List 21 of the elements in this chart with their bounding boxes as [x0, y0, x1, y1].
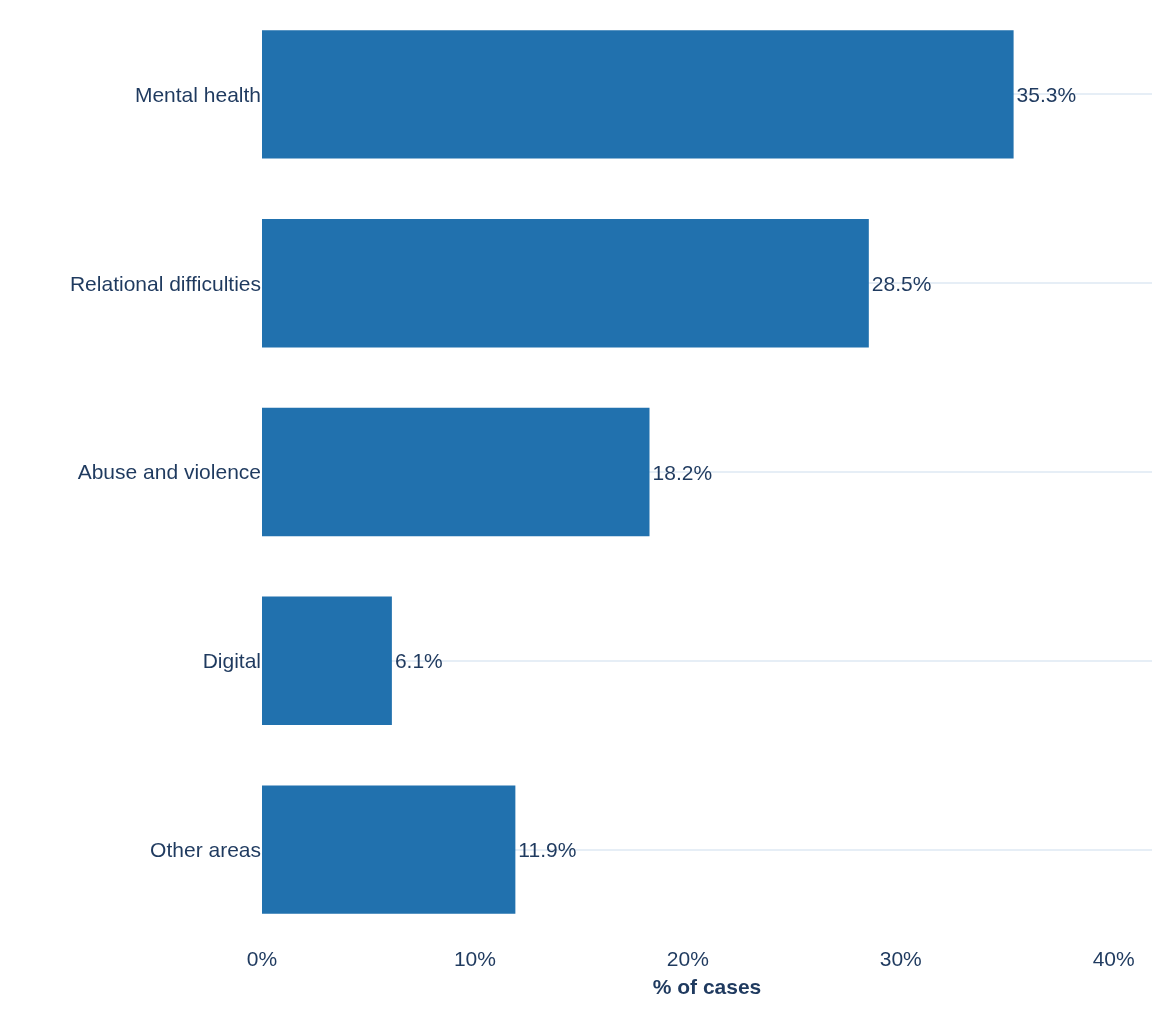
- x-tick-label: 10%: [453, 947, 496, 970]
- x-tick-label: 40%: [1092, 947, 1135, 970]
- data-label: 28.5%: [871, 271, 932, 295]
- data-label: 18.2%: [652, 460, 713, 484]
- y-tick-label: Mental health: [134, 82, 261, 106]
- data-label: 11.9%: [518, 838, 577, 862]
- y-tick-label: Digital: [202, 649, 261, 673]
- y-tick-label: Other areas: [150, 837, 261, 861]
- x-tick-label: 30%: [879, 947, 922, 970]
- bar: [262, 596, 392, 725]
- y-tick-label: Abuse and violence: [77, 460, 261, 484]
- bar: [262, 219, 869, 348]
- data-label: 35.3%: [1016, 82, 1077, 106]
- x-tick-label: 0%: [246, 947, 278, 970]
- y-tick-label: Relational difficulties: [69, 271, 261, 295]
- bar: [262, 407, 650, 537]
- bar: [262, 30, 1014, 159]
- data-label: 6.1%: [394, 649, 443, 673]
- bar: [262, 785, 516, 914]
- x-tick-label: 20%: [666, 947, 709, 970]
- x-axis-title: % of cases: [652, 975, 762, 999]
